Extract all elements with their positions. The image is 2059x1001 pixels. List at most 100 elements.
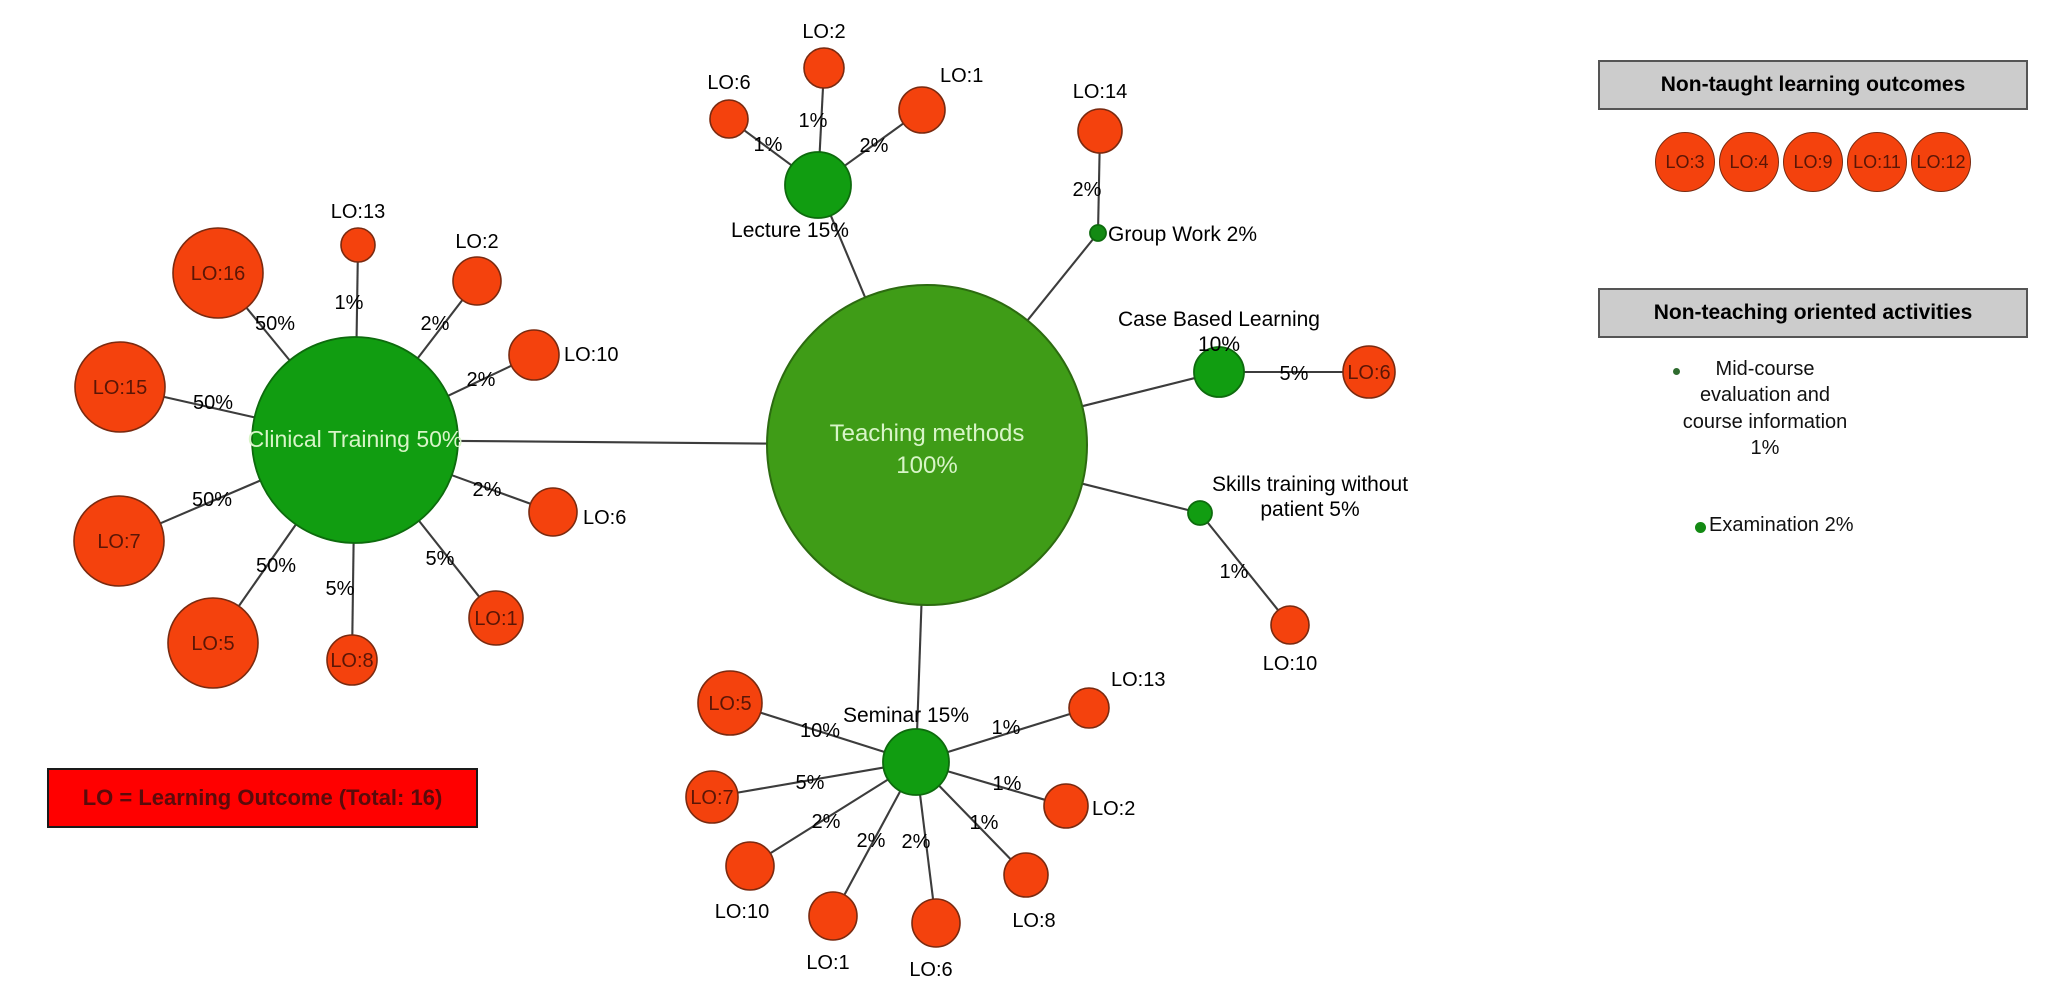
- edge-hub-case-based-learning: [1081, 377, 1196, 408]
- edge-clinical-training-LO5-3: [237, 523, 297, 607]
- node-outcome-LO1-12[interactable]: [898, 86, 946, 134]
- outcome-label: LO:10: [1263, 653, 1317, 675]
- node-outcome-LO5-16[interactable]: [697, 670, 763, 736]
- node-group-work[interactable]: [1089, 224, 1107, 242]
- edge-clinical-training-LO6-6: [451, 474, 531, 505]
- edge-seminar-LO8-21: [938, 784, 1012, 860]
- edge-percent-label: 50%: [256, 555, 296, 577]
- teaching-methods-percent: 100%: [896, 452, 957, 479]
- edge-percent-label: 1%: [992, 717, 1021, 739]
- non-taught-chip[interactable]: LO:3: [1655, 132, 1715, 192]
- non-taught-chip[interactable]: LO:11: [1847, 132, 1907, 192]
- non-taught-chip-row: LO:3 LO:4 LO:9 LO:11 LO:12: [1598, 130, 2028, 194]
- edge-percent-label: 1%: [993, 773, 1022, 795]
- outcome-label: LO:2: [802, 21, 845, 43]
- node-outcome-LO7-2[interactable]: [73, 495, 165, 587]
- mid-course-line-2: evaluation and: [1699, 384, 1831, 407]
- node-outcome-LO16-0[interactable]: [172, 227, 264, 319]
- node-outcome-LO6-10[interactable]: [709, 99, 749, 139]
- node-lecture[interactable]: [784, 151, 852, 219]
- edge-hub-clinical-training: [457, 439, 768, 445]
- node-clinical-training[interactable]: [251, 336, 459, 544]
- edge-percent-label: 1%: [335, 292, 364, 314]
- edge-hub-lecture: [829, 215, 867, 298]
- node-outcome-LO2-8[interactable]: [452, 256, 502, 306]
- outcome-label: LO:7: [690, 787, 733, 809]
- node-outcome-LO6-20[interactable]: [911, 898, 961, 948]
- node-skills-training-without-patient[interactable]: [1187, 500, 1213, 526]
- node-outcome-LO8-4[interactable]: [326, 634, 378, 686]
- edges-layer: [159, 87, 1343, 900]
- edge-percent-label: 2%: [857, 830, 886, 852]
- node-outcome-LO2-22[interactable]: [1043, 783, 1089, 829]
- edge-percent-label: 50%: [255, 313, 295, 335]
- edge-percent-label: 5%: [326, 578, 355, 600]
- edge-seminar-LO1-19: [843, 790, 902, 896]
- node-outcome-LO5-3[interactable]: [167, 597, 259, 689]
- node-outcome-LO10-15[interactable]: [1270, 605, 1310, 645]
- node-outcome-LO6-14[interactable]: [1342, 345, 1396, 399]
- non-taught-chip[interactable]: LO:9: [1783, 132, 1843, 192]
- node-outcome-LO13-23[interactable]: [1068, 687, 1110, 729]
- edge-clinical-training-LO7-2: [159, 479, 261, 525]
- edge-percent-label: 5%: [1280, 363, 1309, 385]
- outcome-label: LO:8: [1012, 910, 1055, 932]
- edge-lecture-LO6-10: [743, 129, 793, 167]
- edge-skills-training-without-patient-LO10-15: [1206, 521, 1279, 611]
- edge-lecture-LO1-12: [844, 122, 904, 167]
- node-outcome-LO10-7[interactable]: [508, 329, 560, 381]
- examination-label: Examination 2%: [1709, 514, 1854, 536]
- outcome-label: LO:15: [93, 377, 147, 399]
- node-outcome-LO15-1[interactable]: [74, 341, 166, 433]
- edge-clinical-training-LO15-1: [163, 395, 255, 419]
- label-skills-training-without-patient-percent: patient 5%: [1260, 498, 1359, 521]
- node-outcome-LO6-6[interactable]: [528, 487, 578, 537]
- edge-seminar-LO5-16: [760, 711, 885, 754]
- panel-non-taught-learning-outcomes: Non-taught learning outcomes: [1598, 60, 2028, 110]
- node-outcome-LO2-11[interactable]: [803, 47, 845, 89]
- node-seminar[interactable]: [882, 728, 950, 796]
- edge-percent-label: 50%: [192, 489, 232, 511]
- edge-lecture-LO2-11: [818, 87, 825, 153]
- node-teaching-methods[interactable]: [766, 284, 1088, 606]
- node-outcome-LO10-18[interactable]: [725, 841, 775, 891]
- outcome-label: LO:5: [191, 633, 234, 655]
- label-case-based-learning: Case Based Learning: [1118, 308, 1320, 331]
- outcome-label: LO:16: [191, 263, 245, 285]
- edge-clinical-training-LO13-9: [355, 261, 359, 338]
- node-outcome-LO1-19[interactable]: [808, 891, 858, 941]
- edge-percent-label: 5%: [426, 548, 455, 570]
- edge-seminar-LO2-22: [947, 770, 1046, 801]
- label-clinical-training: Clinical Training 50%: [248, 426, 463, 452]
- edge-seminar-LO7-17: [737, 766, 884, 794]
- node-outcome-LO13-9[interactable]: [340, 227, 376, 263]
- nodes-layer: [73, 47, 1396, 948]
- non-taught-chip[interactable]: LO:4: [1719, 132, 1779, 192]
- edge-clinical-training-LO8-4: [351, 542, 355, 636]
- mid-course-line-1: Mid-course: [1715, 358, 1815, 380]
- outcome-label: LO:1: [940, 65, 983, 87]
- learning-outcome-key: LO = Learning Outcome (Total: 16): [47, 768, 478, 828]
- node-outcome-LO8-21[interactable]: [1003, 852, 1049, 898]
- mid-course-evaluation-label: Mid-course evaluation and course informa…: [1600, 356, 1930, 462]
- edge-percent-label: 2%: [902, 831, 931, 853]
- non-taught-chip[interactable]: LO:12: [1911, 132, 1971, 192]
- label-case-based-learning-percent: 10%: [1198, 333, 1240, 356]
- outcome-label: LO:2: [455, 231, 498, 253]
- edge-seminar-LO10-18: [769, 778, 889, 855]
- edge-percent-label: 1%: [970, 812, 999, 834]
- edge-percent-label: 2%: [421, 313, 450, 335]
- node-outcome-LO14-13[interactable]: [1077, 108, 1123, 154]
- outcome-label: LO:1: [806, 952, 849, 974]
- node-outcome-LO1-5[interactable]: [468, 590, 524, 646]
- label-skills-training-without-patient: Skills training without: [1212, 473, 1408, 496]
- outcome-label: LO:6: [707, 72, 750, 94]
- edge-percent-label: 2%: [812, 811, 841, 833]
- examination-dot: [1695, 522, 1706, 533]
- node-case-based-learning[interactable]: [1193, 346, 1245, 398]
- outcome-label: LO:13: [331, 201, 385, 223]
- outcome-label: LO:13: [1111, 669, 1165, 691]
- node-outcome-LO7-17[interactable]: [685, 770, 739, 824]
- label-group-work: Group Work 2%: [1108, 223, 1257, 246]
